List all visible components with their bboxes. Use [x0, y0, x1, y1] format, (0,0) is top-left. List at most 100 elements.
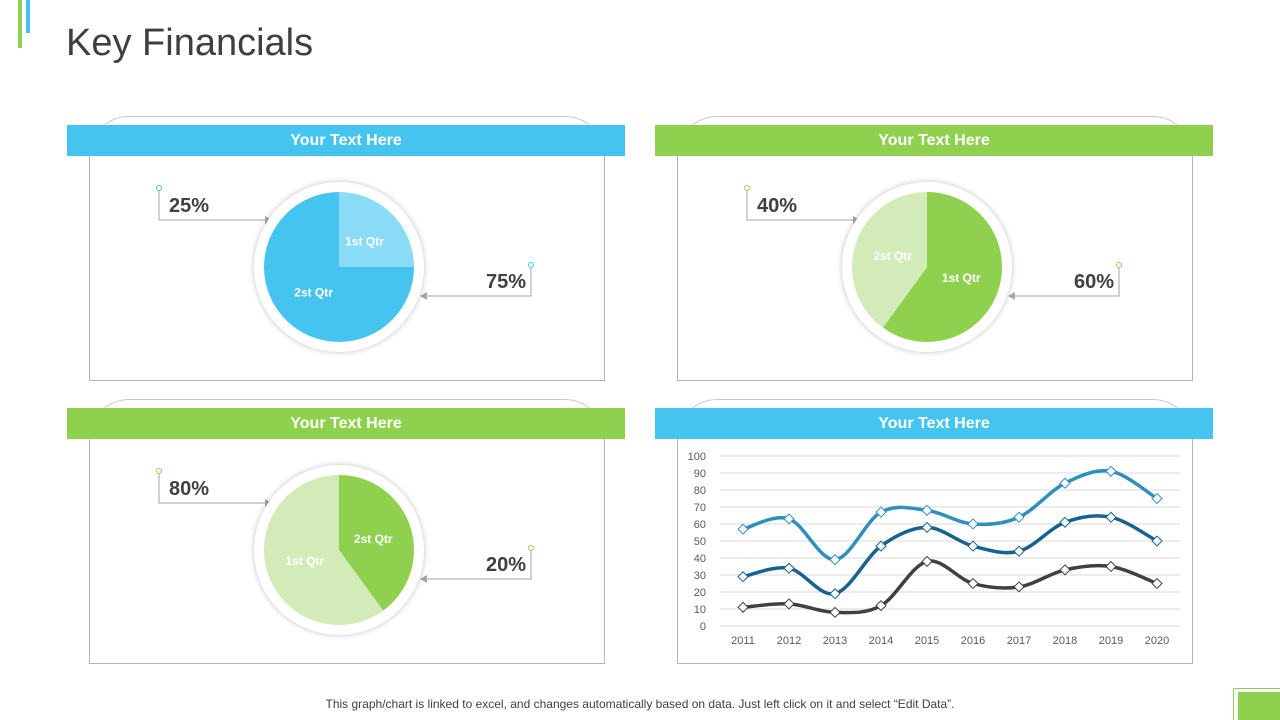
data-point-marker [1013, 545, 1025, 557]
title-accent-green [18, 0, 22, 48]
pie-slice-label: 2st Qtr [354, 532, 393, 546]
pie-slice [264, 475, 384, 625]
footer-note: This graph/chart is linked to excel, and… [325, 697, 955, 711]
panel-frame [677, 438, 1193, 664]
y-tick-label: 10 [694, 604, 706, 616]
panel-header: Your Text Here [655, 408, 1213, 439]
y-tick-label: 100 [688, 451, 706, 463]
x-tick-label: 2014 [869, 635, 893, 647]
x-tick-label: 2020 [1145, 635, 1169, 647]
data-point-marker [967, 518, 979, 530]
corner-accent-square [1238, 692, 1280, 720]
data-point-marker [783, 598, 795, 610]
data-point-marker [1059, 516, 1071, 528]
data-point-marker [1151, 492, 1163, 505]
panel-header: Your Text Here [67, 125, 625, 156]
corner-accent-line-top [1233, 688, 1280, 689]
panel-frame [677, 155, 1193, 381]
data-point-marker [1013, 581, 1025, 593]
pie-slice-label: 1st Qtr [942, 271, 981, 285]
data-point-marker [967, 577, 979, 590]
x-tick-label: 2017 [1007, 635, 1031, 647]
pie-chart-2-svg: 1st Qtr 2st Qtr [852, 192, 1002, 342]
pct-label-top: 25% [169, 195, 210, 217]
pct-label-bottom: 20% [486, 554, 527, 576]
pie-slice [339, 192, 414, 267]
pct-label-bottom: 60% [1074, 271, 1115, 293]
series-line [742, 514, 1158, 596]
data-point-marker [829, 588, 841, 600]
data-point-marker [1151, 577, 1163, 590]
y-tick-label: 70 [694, 502, 706, 514]
callout-lines [156, 468, 534, 583]
x-tick-label: 2018 [1053, 635, 1077, 647]
pie-slice [852, 192, 927, 328]
x-tick-label: 2012 [777, 635, 801, 647]
data-point-marker [875, 506, 887, 518]
panel-top-left: Your Text Here 25% 75% 1st Qtr 2st Qtr [67, 116, 627, 390]
data-point-marker [967, 540, 979, 552]
title-accent-blue [26, 0, 30, 33]
pie-slice [882, 192, 1002, 342]
data-point-marker [1013, 511, 1025, 523]
x-tick-label: 2019 [1099, 635, 1123, 647]
y-tick-label: 90 [694, 468, 706, 480]
panel-header: Your Text Here [655, 125, 1213, 156]
data-point-marker [783, 562, 795, 574]
y-tick-label: 30 [694, 570, 706, 582]
pie-slice [264, 192, 414, 342]
pie-chart-1-svg: 1st Qtr 2st Qtr [264, 192, 414, 342]
pie-slice-label: 1st Qtr [285, 554, 324, 568]
x-tick-label: 2011 [731, 635, 755, 647]
panel-header: Your Text Here [67, 408, 625, 439]
pct-label-bottom: 75% [486, 271, 527, 293]
panel-bottom-right: Your Text Here 0 10 20 30 40 50 60 70 80 90 100 201… [655, 399, 1215, 673]
pct-label-top: 80% [169, 478, 210, 500]
callout-lines [156, 185, 534, 300]
data-point-marker [875, 599, 887, 612]
panel-top-right: Your Text Here 40% 60% 1st Qtr 2st Qtr [655, 116, 1215, 390]
x-tick-label: 2013 [823, 635, 847, 647]
y-tick-label: 0 [700, 621, 706, 633]
data-point-marker [1059, 564, 1071, 576]
x-tick-label: 2016 [961, 635, 985, 647]
y-tick-label: 80 [694, 485, 706, 497]
pie-chart-3: 2st Qtr 1st Qtr [254, 465, 424, 635]
data-point-marker [1105, 560, 1117, 573]
data-point-marker [829, 606, 841, 619]
data-point-marker [737, 523, 749, 535]
series-line [742, 559, 1158, 615]
data-point-marker [829, 554, 841, 566]
panel-frame [89, 438, 605, 664]
series-line [742, 469, 1158, 562]
data-point-marker [737, 601, 749, 613]
pie-slice-label: 2st Qtr [294, 285, 333, 299]
data-point-marker [921, 555, 933, 568]
x-tick-label: 2015 [915, 635, 939, 647]
data-point-marker [1151, 535, 1163, 547]
pct-label-top: 40% [757, 195, 798, 217]
data-point-marker [1059, 477, 1071, 489]
pie-slice [339, 475, 414, 611]
pie-slice-label: 1st Qtr [345, 235, 384, 249]
data-point-marker [1105, 465, 1117, 477]
y-tick-label: 40 [694, 553, 706, 565]
data-point-marker [1105, 511, 1117, 523]
data-point-marker [921, 521, 933, 534]
y-tick-label: 60 [694, 519, 706, 531]
data-point-marker [783, 513, 795, 525]
corner-accent-line [1233, 688, 1234, 720]
line-chart: 0 10 20 30 40 50 60 70 80 90 100 2011 2012 2013 2014 20… [688, 451, 1180, 647]
data-point-marker [737, 571, 749, 583]
panel-frame [89, 155, 605, 381]
page-title: Key Financials [66, 22, 314, 64]
pie-chart-1: 1st Qtr 2st Qtr [254, 182, 424, 352]
pie-chart-2: 1st Qtr 2st Qtr [842, 182, 1012, 352]
y-tick-label: 50 [694, 536, 706, 548]
pie-chart-3-svg: 2st Qtr 1st Qtr [264, 475, 414, 625]
data-point-marker [875, 540, 887, 552]
panel-bottom-left: Your Text Here 80% 20% 2st Qtr 1st Qtr [67, 399, 627, 673]
y-tick-label: 20 [694, 587, 706, 599]
pie-slice-label: 2st Qtr [873, 249, 912, 263]
data-point-marker [921, 504, 933, 517]
